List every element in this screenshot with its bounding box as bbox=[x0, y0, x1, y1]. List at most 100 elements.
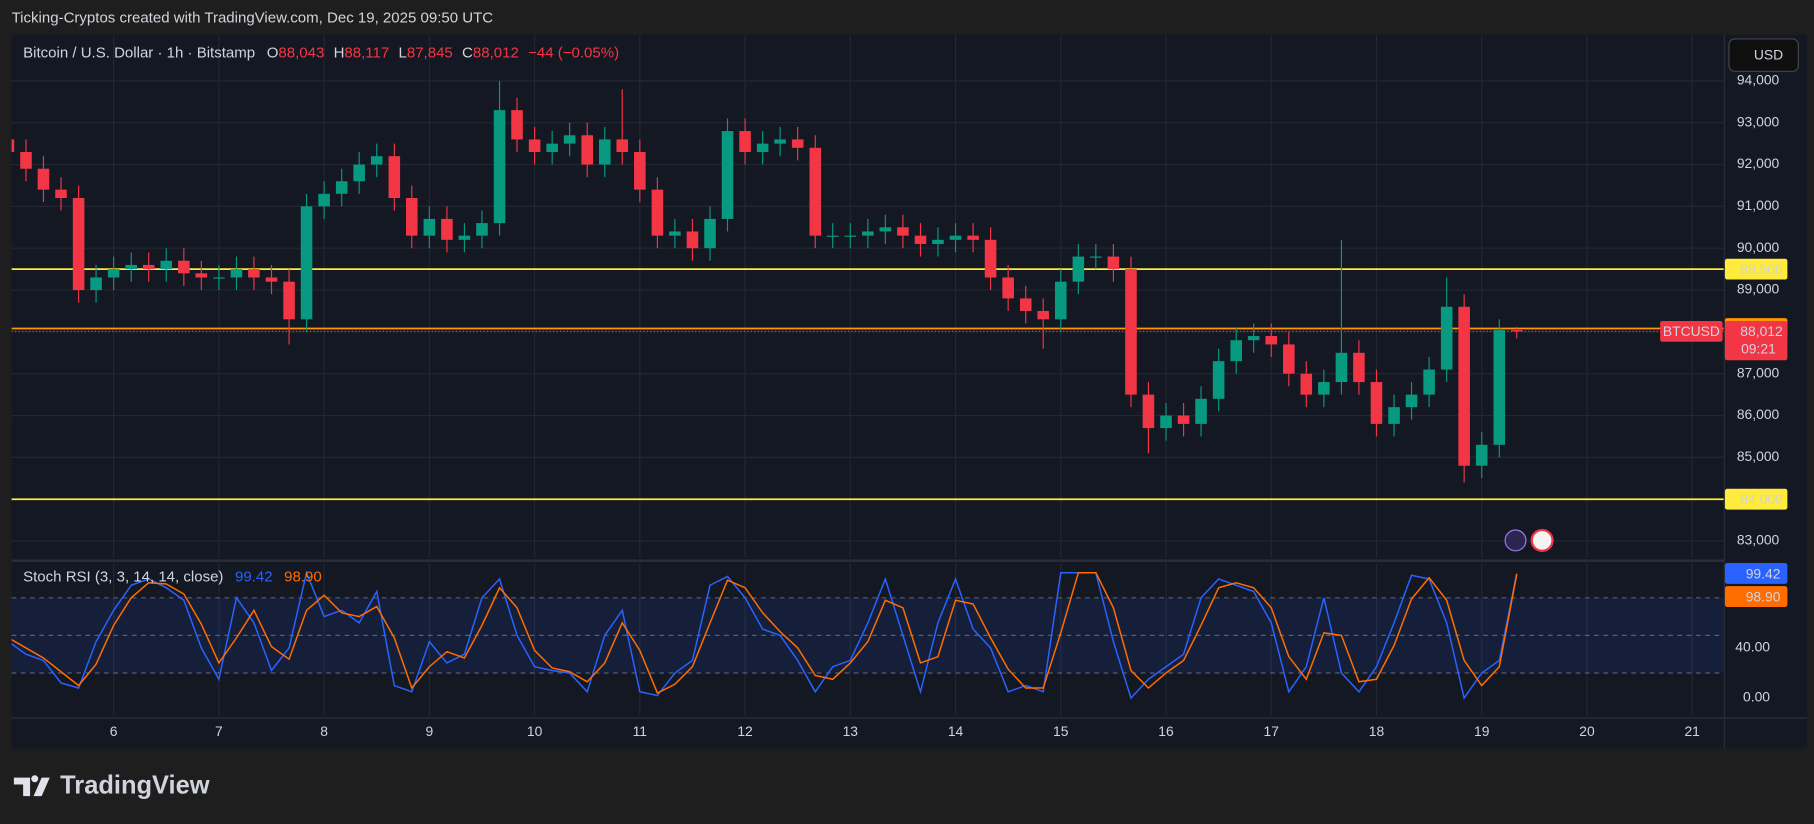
x-tick-label: 17 bbox=[1264, 723, 1280, 739]
event-icons[interactable] bbox=[1504, 528, 1554, 552]
candle-body bbox=[967, 235, 979, 240]
level-label-box bbox=[1724, 488, 1788, 510]
candle-body bbox=[791, 139, 804, 148]
price-pane bbox=[11, 34, 1724, 558]
logo-mark bbox=[13, 775, 50, 797]
x-tick-label: 15 bbox=[1053, 723, 1069, 739]
y-tick-label: 93,000 bbox=[1737, 113, 1780, 129]
x-tick-label: 6 bbox=[110, 723, 118, 739]
ohlc-value: 88,043 bbox=[278, 44, 324, 61]
candle-body bbox=[476, 223, 488, 236]
ohlc-value: 88,117 bbox=[344, 44, 389, 61]
value-box bbox=[1724, 586, 1788, 607]
candle-body bbox=[1160, 415, 1172, 429]
candle-body bbox=[1230, 340, 1242, 362]
x-tick-label: 13 bbox=[843, 723, 859, 739]
x-tick-label: 8 bbox=[320, 723, 328, 739]
ohlc-value: 87,845 bbox=[407, 44, 453, 61]
candle-body bbox=[686, 231, 699, 249]
candle-body bbox=[528, 139, 541, 152]
candle-body bbox=[563, 135, 576, 144]
candle-body bbox=[844, 235, 857, 237]
ohlc-key: C bbox=[462, 44, 473, 61]
candle-body bbox=[213, 277, 225, 279]
candle-body bbox=[1283, 344, 1295, 374]
level-label: 84,000 bbox=[1740, 491, 1783, 507]
candle-body bbox=[721, 131, 734, 219]
candle-body bbox=[774, 139, 786, 144]
x-tick-label: 21 bbox=[1684, 723, 1700, 739]
candle-body bbox=[879, 227, 892, 232]
currency-button[interactable] bbox=[1728, 38, 1799, 72]
y-tick-label: 86,000 bbox=[1737, 406, 1780, 422]
candle-body bbox=[178, 260, 190, 274]
candle-body bbox=[142, 264, 155, 270]
x-tick-label: 10 bbox=[527, 723, 543, 739]
candle-body bbox=[984, 239, 997, 278]
candle-body bbox=[1458, 306, 1470, 466]
candle-body bbox=[1370, 382, 1383, 424]
candle-body bbox=[1054, 281, 1067, 320]
candle-body bbox=[634, 151, 646, 190]
attribution: Ticking-Cryptos created with TradingView… bbox=[12, 10, 494, 27]
x-tick-label: 16 bbox=[1158, 723, 1174, 739]
y-tick-label: 87,000 bbox=[1737, 364, 1780, 380]
candle-body bbox=[195, 273, 208, 278]
k-value: 99.42 bbox=[235, 568, 273, 585]
value-box-label: 98.90 bbox=[1746, 588, 1781, 604]
currency-label[interactable]: USD bbox=[1754, 46, 1783, 62]
candle-body bbox=[1475, 444, 1488, 466]
event-icon[interactable] bbox=[1504, 529, 1527, 552]
last-price-name: BTCUSD bbox=[1663, 323, 1720, 339]
candle-body bbox=[599, 139, 611, 165]
indicator-name: Stoch RSI (3, 3, 14, 14, close) bbox=[23, 568, 223, 585]
stoch-pane bbox=[11, 563, 1724, 716]
candle-body bbox=[949, 235, 962, 240]
candle-body bbox=[1177, 415, 1190, 424]
candle-body bbox=[90, 277, 102, 291]
candle-body bbox=[160, 260, 173, 270]
x-tick-label: 14 bbox=[948, 723, 964, 739]
candle-body bbox=[669, 231, 681, 236]
stoch-line bbox=[11, 571, 1518, 695]
ohlc-key: O bbox=[267, 44, 279, 61]
candle-body bbox=[739, 131, 751, 152]
x-tick-label: 19 bbox=[1474, 723, 1490, 739]
candle-body bbox=[826, 235, 839, 237]
logo-text: TradingView bbox=[60, 772, 210, 800]
y-tick-label: 94,000 bbox=[1737, 72, 1780, 88]
x-tick-label: 7 bbox=[215, 723, 223, 739]
candle-body bbox=[1300, 373, 1313, 395]
candle-body bbox=[283, 281, 295, 320]
candle-body bbox=[1195, 398, 1207, 424]
candle-body bbox=[897, 227, 909, 236]
x-tick-label: 9 bbox=[425, 723, 433, 739]
ohlc-key: L bbox=[398, 44, 406, 61]
candle-body bbox=[405, 198, 418, 236]
y-tick-label: 91,000 bbox=[1737, 197, 1780, 213]
candle-body bbox=[581, 135, 593, 165]
candle-body bbox=[230, 269, 243, 278]
candle-body bbox=[55, 189, 67, 199]
x-tick-label: 12 bbox=[737, 723, 753, 739]
y-tick-label: 0.00 bbox=[1743, 689, 1770, 705]
candle-body bbox=[11, 139, 15, 152]
event-icon[interactable] bbox=[1530, 528, 1554, 552]
candle-body bbox=[37, 168, 50, 190]
candle-body bbox=[616, 139, 629, 152]
candle-body bbox=[441, 218, 453, 240]
candle-body bbox=[125, 264, 138, 270]
candle-body bbox=[651, 189, 664, 236]
scale-labels: 6 7 8 9 10 11 12 13 14 15 16 17 18 19 20 21 83,000 84,000… bbox=[110, 72, 1788, 739]
candle-body bbox=[370, 156, 383, 165]
candle-body bbox=[72, 198, 85, 291]
last-price-label: 88,012 bbox=[1740, 323, 1783, 339]
candle-body bbox=[511, 110, 523, 140]
candle-body bbox=[248, 269, 260, 278]
d-value: 98.90 bbox=[284, 568, 322, 585]
candle-body bbox=[1212, 361, 1225, 399]
y-tick-label: 40.00 bbox=[1735, 639, 1770, 655]
logo: TradingView bbox=[13, 772, 210, 800]
candle-body bbox=[932, 239, 944, 245]
